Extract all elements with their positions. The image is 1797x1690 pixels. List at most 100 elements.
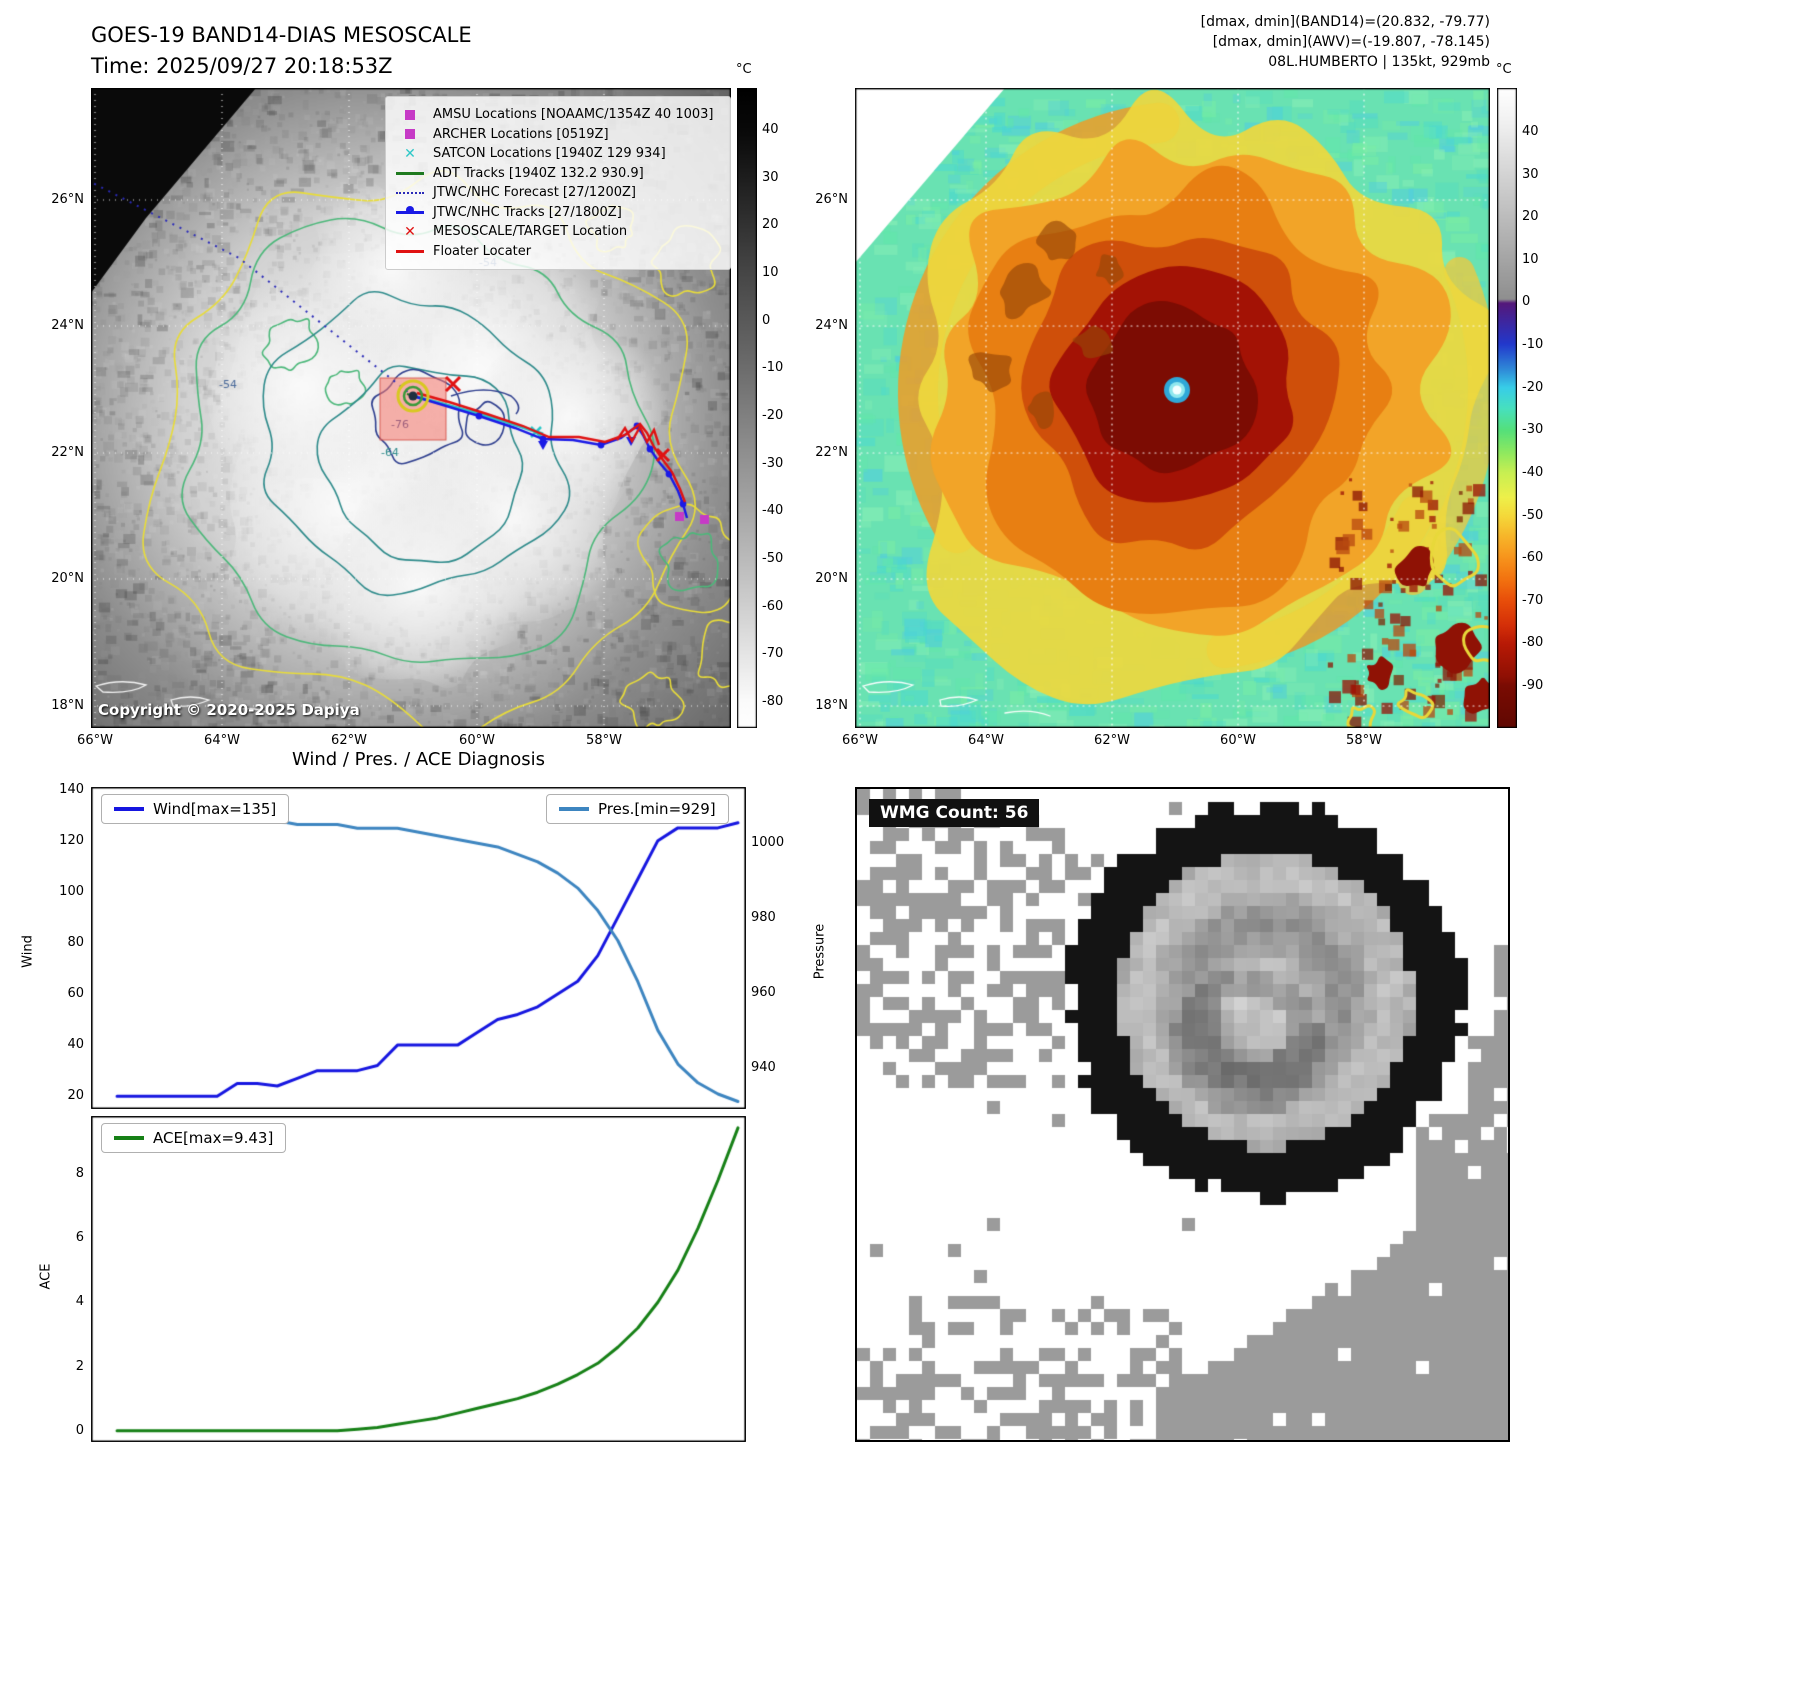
tick-label: -80 [1522,635,1544,651]
tick-label: 60 [67,986,84,1001]
legend-marker-dotted-icon [396,191,424,194]
tick-label: 66°W [77,733,113,748]
wind-axis-label: Wind [20,935,36,968]
tick-label: 26°N [51,192,84,207]
tick-label: 80 [67,934,84,950]
legend-dot-icon [406,205,414,214]
legend-marker-x-icon: ✕ [404,223,416,240]
wmg-panel: WMG Count: 56 [855,787,1510,1442]
legend-marker-x-icon: ✕ [404,145,416,162]
chart-title: Wind / Pres. / ACE Diagnosis [291,749,546,770]
tick-label: -20 [1522,379,1544,395]
tick-label: 64°W [204,733,240,748]
ir-colorbar-unit: °C [1496,62,1512,77]
wind-line-swatch [114,807,144,811]
tick-label: 120 [59,832,84,848]
legend-label: JTWC/NHC Forecast [27/1200Z] [433,185,636,201]
tick-label: 30 [1522,166,1539,182]
tick-label: 20 [67,1088,84,1104]
tick-label: 2 [75,1358,84,1374]
legend-item: ✕ SATCON Locations [1940Z 129 934] [396,144,720,164]
map-legend: AMSU Locations [NOAAMC/1354Z 40 1003] ARC… [385,96,731,270]
legend-label: MESOSCALE/TARGET Location [433,224,628,240]
legend-item: AMSU Locations [NOAAMC/1354Z 40 1003] [396,105,720,125]
tick-label: 26°N [815,192,848,207]
legend-label: JTWC/NHC Tracks [27/1800Z] [433,204,622,220]
ace-chart [91,1116,746,1442]
tick-label: -50 [762,551,784,566]
tick-label: 960 [751,984,776,1000]
tick-label: -10 [1522,337,1544,353]
tick-label: -70 [1522,592,1544,608]
band14-colorbar [737,88,757,728]
legend-item: ADT Tracks [1940Z 132.2 930.9] [396,164,720,184]
legend-item: JTWC/NHC Tracks [27/1800Z] [396,203,720,223]
tick-label: 24°N [51,318,84,333]
tick-label: -40 [762,503,784,519]
tick-label: 18°N [815,698,848,713]
tick-label: 0 [75,1422,84,1438]
right-info-block: [dmax, dmin](BAND14)=(20.832, -79.77) [d… [1130,12,1490,72]
wind-legend-label: Wind[max=135] [153,800,277,818]
tick-label: 60°W [1220,733,1256,748]
tick-label: 20°N [51,571,84,586]
legend-label: ARCHER Locations [0519Z] [433,126,609,142]
tick-label: -50 [1522,507,1544,523]
tick-label: -80 [762,694,784,709]
tick-label: 22°N [815,445,848,460]
legend-marker-square-icon [405,109,415,120]
legend-item: Floater Locater [396,242,720,262]
legend-marker-line-dot-icon [396,205,424,214]
wmg-pixel-map [857,789,1508,1440]
left-title-block: GOES-19 BAND14-DIAS MESOSCALE Time: 2025… [91,20,472,82]
legend-label: Floater Locater [433,243,532,259]
tick-label: 64°W [968,733,1004,748]
tick-label: 10 [762,265,779,280]
legend-marker-square-icon [405,129,415,140]
tick-label: 58°W [586,733,622,748]
legend-marker-line-icon [396,171,424,175]
tick-label: 58°W [1346,733,1382,748]
tick-label: 20 [1522,209,1539,225]
tick-label: -60 [762,598,784,614]
tick-label: 40 [67,1037,84,1053]
tick-label: 8 [75,1165,84,1181]
tick-label: 22°N [51,445,84,460]
wind-legend: Wind[max=135] [101,794,290,824]
tick-label: 24°N [815,318,848,333]
tick-label: 940 [751,1059,776,1075]
dmax-awv-text: [dmax, dmin](AWV)=(-19.807, -78.145) [1212,34,1490,50]
tick-label: 40 [1522,124,1539,139]
tick-label: -30 [762,455,784,471]
tick-label: 20°N [815,571,848,586]
pressure-line-swatch [559,807,589,811]
tick-label: 1000 [751,835,785,851]
tick-label: 6 [75,1230,84,1246]
tick-label: -40 [1522,464,1544,480]
ace-legend-label: ACE[max=9.43] [153,1129,274,1147]
legend-label: AMSU Locations [NOAAMC/1354Z 40 1003] [433,107,714,123]
tick-label: 66°W [842,733,878,748]
wmg-count-badge: WMG Count: 56 [869,799,1040,827]
tick-label: -30 [1522,422,1544,438]
tick-label: 40 [762,122,779,137]
ir-color-satellite-map [855,88,1490,728]
tick-label: 10 [1522,251,1539,267]
copyright-label: Copyright © 2020-2025 Dapiya [98,701,360,719]
tick-label: 30 [762,169,779,185]
ace-legend: ACE[max=9.43] [101,1123,287,1153]
legend-label: ADT Tracks [1940Z 132.2 930.9] [433,165,644,181]
legend-item: JTWC/NHC Forecast [27/1200Z] [396,183,720,203]
storm-id-text: 08L.HUMBERTO | 135kt, 929mb [1268,54,1490,70]
tick-label: 0 [762,312,771,328]
tick-label: 140 [59,781,84,797]
tick-label: 60°W [459,733,495,748]
pressure-legend: Pres.[min=929] [546,794,729,824]
tick-label: -90 [1522,678,1544,694]
legend-label: SATCON Locations [1940Z 129 934] [433,146,666,162]
tick-label: 4 [75,1294,84,1310]
tick-label: 100 [59,883,84,899]
dmax-band14-text: [dmax, dmin](BAND14)=(20.832, -79.77) [1200,14,1490,30]
ace-line-swatch [114,1136,144,1140]
